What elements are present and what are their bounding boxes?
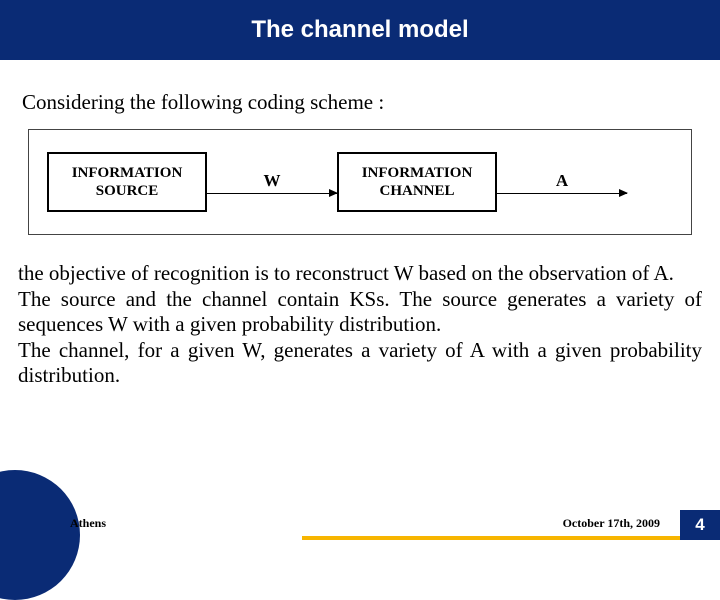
channel-diagram: INFORMATION SOURCE W INFORMATION CHANNEL… xyxy=(28,129,692,235)
arrow-line-icon xyxy=(497,193,627,194)
intro-text: Considering the following coding scheme … xyxy=(22,90,700,115)
footer-date: October 17th, 2009 xyxy=(563,516,660,531)
node-source-line2: SOURCE xyxy=(57,182,197,200)
footer-location: Athens xyxy=(70,516,106,531)
slide-header: The channel model xyxy=(0,0,720,60)
edge-a: A xyxy=(497,171,627,194)
node-source-line1: INFORMATION xyxy=(57,164,197,182)
slide-footer: Athens October 17th, 2009 4 xyxy=(0,506,720,540)
node-information-channel: INFORMATION CHANNEL xyxy=(337,152,497,212)
node-channel-line1: INFORMATION xyxy=(347,164,487,182)
body-paragraph: the objective of recognition is to recon… xyxy=(18,261,702,389)
edge-w-label: W xyxy=(264,171,281,191)
edge-w: W xyxy=(207,171,337,194)
footer-page-number: 4 xyxy=(695,515,704,535)
footer-pagebox: 4 xyxy=(680,510,720,540)
edge-a-label: A xyxy=(556,171,568,191)
slide-title: The channel model xyxy=(251,16,468,44)
node-information-source: INFORMATION SOURCE xyxy=(47,152,207,212)
diagram-row: INFORMATION SOURCE W INFORMATION CHANNEL… xyxy=(47,152,673,212)
footer-ribbon-icon xyxy=(302,536,682,540)
node-channel-line2: CHANNEL xyxy=(347,182,487,200)
arrow-line-icon xyxy=(207,193,337,194)
footer-curve-icon xyxy=(0,470,80,600)
